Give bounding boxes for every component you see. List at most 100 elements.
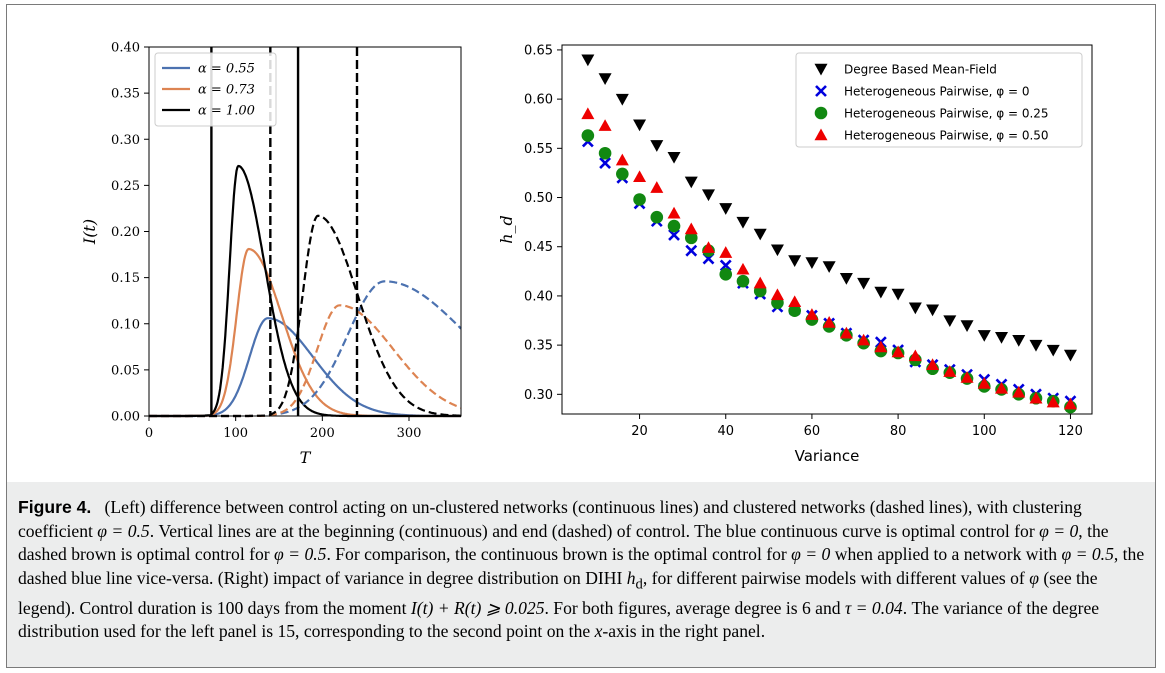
y-tick-label-5: 0.25 [111, 179, 140, 194]
point-1-6 [685, 244, 698, 257]
point-2-2 [616, 167, 629, 181]
point-0-25 [1012, 335, 1026, 347]
point-0-13 [805, 257, 819, 269]
y-tick-label-3: 0.15 [111, 271, 140, 286]
point-1-5 [668, 228, 680, 241]
y-tick-label-1: 0.05 [111, 363, 140, 378]
legend-label-0: Degree Based Mean-Field [844, 63, 997, 77]
point-2-5 [667, 219, 681, 233]
legend-marker-0 [814, 63, 828, 76]
caption-math-14: φ [1029, 567, 1039, 588]
point-3-17 [874, 340, 888, 353]
caption-text-17: . For both figures, average degree is 6 … [544, 597, 845, 618]
caption-text-19: . The variance of the degree distributio… [18, 597, 1100, 642]
left-chart: 0 100 200 300 0.00 0.05 0.10 0.15 0.20 0.25 0.30 0.… [80, 41, 462, 467]
point-3-23 [977, 376, 991, 389]
point-0-26 [1029, 339, 1043, 352]
y-tick-label-4: 0.50 [524, 191, 553, 206]
legend-marker-2 [814, 106, 828, 120]
point-3-8 [719, 246, 733, 258]
y-tick-label-5: 0.55 [524, 142, 553, 157]
caption-sub-12: d [635, 576, 643, 593]
y-tick-label-8: 0.40 [111, 41, 140, 56]
point-3-10 [753, 276, 767, 289]
point-3-25 [1012, 385, 1026, 398]
point-0-1 [598, 73, 612, 85]
point-3-21 [943, 365, 957, 377]
caption-background [7, 482, 1155, 667]
x-axis-label: T [300, 448, 312, 467]
point-3-24 [995, 381, 1009, 394]
x-tick-label-5: 120 [1058, 424, 1083, 439]
point-0-10 [753, 228, 767, 241]
point-0-8 [719, 203, 733, 215]
x-tick-label-3: 300 [397, 426, 422, 441]
point-0-27 [1046, 344, 1060, 357]
legend-box [795, 52, 1083, 148]
x-tick-label-1: 100 [223, 426, 248, 441]
point-2-12 [788, 304, 801, 317]
y-tick-label-0: 0.30 [524, 388, 553, 403]
figure-label: Figure 4. [18, 497, 92, 517]
caption-text-13: , for different pairwise models with dif… [642, 567, 1030, 588]
point-3-1 [598, 119, 612, 131]
point-0-3 [633, 119, 647, 132]
legend-marker-1 [815, 85, 827, 97]
x-tick-label-2: 60 [804, 424, 821, 439]
y-tick-label-3: 0.45 [524, 240, 553, 255]
caption-math-7: φ = 0 [791, 544, 831, 564]
point-0-16 [857, 277, 871, 290]
point-3-7 [702, 241, 716, 253]
legend-label-2: Heterogeneous Pairwise, φ = 0.25 [844, 107, 1049, 121]
left-legend: α = 0.55 α = 0.73 α = 1.00 [154, 52, 277, 127]
point-3-19 [908, 349, 922, 362]
caption-math-16: I(t) + R(t) ⩾ 0.025 [410, 597, 545, 618]
caption-text-4: , the dashed brown is optimal control fo… [18, 520, 1109, 565]
point-3-13 [805, 308, 819, 320]
point-3-18 [891, 345, 905, 358]
caption-math-9: φ = 0.5 [1061, 544, 1114, 564]
caption-text-6: . For comparison, the continuous brown i… [326, 544, 792, 564]
y-tick-label-6: 0.30 [111, 133, 140, 148]
x-tick-label-4: 100 [972, 424, 997, 439]
legend-label-0: α = 0.55 [198, 62, 255, 77]
caption-text-2: . Vertical lines are at the beginning (c… [149, 520, 1040, 541]
point-0-12 [788, 255, 802, 267]
point-0-14 [822, 261, 836, 273]
point-2-9 [736, 274, 750, 288]
series-0 [581, 54, 1077, 362]
point-3-11 [770, 288, 784, 301]
point-0-11 [770, 244, 784, 257]
y-axis-label: h_d [497, 215, 516, 244]
y-tick-label-7: 0.65 [524, 43, 553, 58]
point-0-28 [1063, 349, 1077, 362]
right-legend: Degree Based Mean-Field Heterogeneous Pai… [795, 52, 1083, 148]
point-3-14 [822, 315, 836, 328]
point-0-18 [891, 288, 905, 301]
series-3 [581, 107, 1077, 410]
legend-marker-3 [814, 128, 828, 141]
point-0-19 [908, 302, 922, 315]
point-0-22 [960, 320, 974, 332]
caption-math-18: τ = 0.04 [844, 597, 903, 618]
point-3-12 [788, 295, 802, 308]
x-tick-label-0: 0 [145, 426, 153, 441]
point-0-7 [702, 189, 716, 202]
point-0-23 [977, 330, 991, 342]
point-2-3 [633, 193, 646, 206]
y-tick-label-0: 0.00 [111, 410, 140, 425]
point-3-0 [581, 107, 595, 120]
legend-label-2: α = 1.00 [198, 104, 255, 119]
figure-frame [6, 4, 1156, 668]
point-0-21 [943, 315, 957, 328]
point-3-4 [650, 181, 664, 193]
point-0-9 [736, 216, 750, 229]
point-3-15 [839, 326, 853, 339]
point-3-2 [615, 153, 629, 166]
y-tick-label-4: 0.20 [111, 225, 140, 240]
point-3-9 [736, 262, 750, 275]
point-3-26 [1029, 391, 1043, 404]
point-0-15 [839, 273, 853, 285]
point-2-8 [719, 267, 733, 281]
point-2-1 [598, 146, 612, 160]
